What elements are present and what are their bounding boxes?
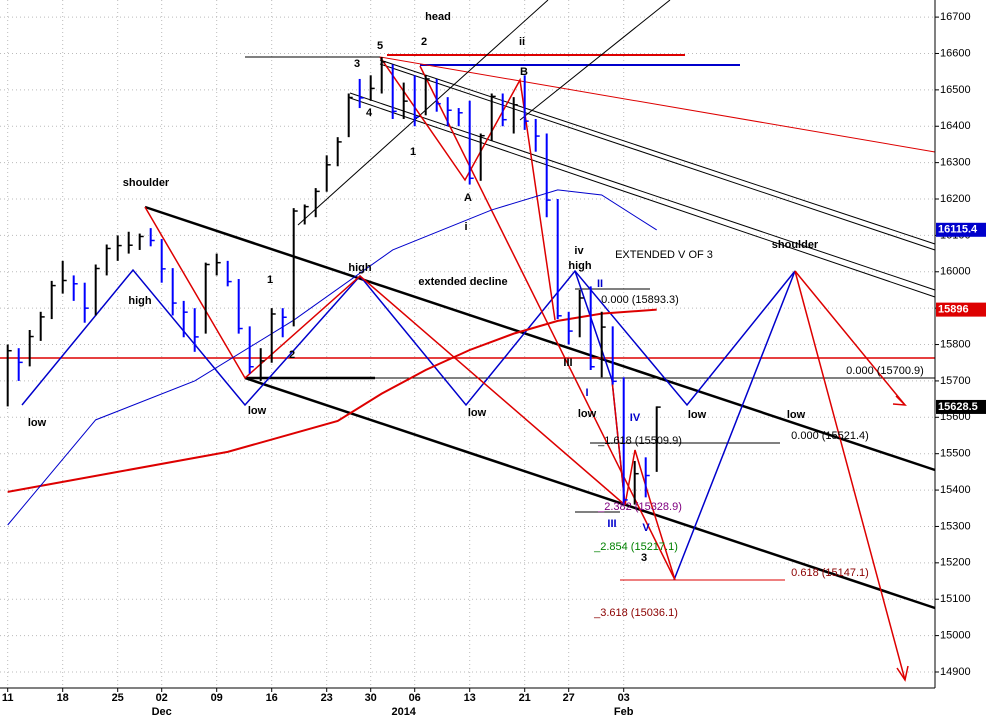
x-tick-label: 06 <box>409 692 421 704</box>
price-bars <box>6 57 661 526</box>
x-tick-label: 21 <box>519 692 531 704</box>
y-tick-label: 16600 <box>940 47 971 59</box>
x-tick-label: 09 <box>211 692 223 704</box>
x-tick-label: 18 <box>57 692 69 704</box>
annotation: III <box>563 357 572 369</box>
price-tag-label: 15628.5 <box>938 401 978 413</box>
annotation: high <box>568 260 591 272</box>
y-tick-label: 16700 <box>940 11 971 23</box>
annotation: i <box>464 221 467 233</box>
annotation: EXTENDED V OF 3 <box>615 249 713 261</box>
annotation: high <box>128 295 151 307</box>
annotation: 0.000 (15893.3) <box>601 294 679 306</box>
annotation: low <box>578 408 597 420</box>
annotation: low <box>248 405 267 417</box>
annotation: II <box>597 278 603 290</box>
x-tick-label: 25 <box>112 692 124 704</box>
y-tick-label: 16000 <box>940 266 971 278</box>
moving-average <box>7 308 657 493</box>
annotation: 0.000 (15700.9) <box>846 365 924 377</box>
annotation: _2.854 (15217.1) <box>593 541 678 553</box>
annotation: B <box>520 66 528 78</box>
annotation: low <box>468 407 487 419</box>
annotation: _1.618 (15509.9) <box>597 435 682 447</box>
annotation: 5 <box>377 40 383 52</box>
annotation: ii <box>519 36 525 48</box>
annotation: _2.382 (15328.9) <box>597 501 682 513</box>
x-tick-label: 23 <box>321 692 333 704</box>
y-tick-label: 15600 <box>940 411 971 423</box>
y-tick-label: 15100 <box>940 593 971 605</box>
y-tick-label: 15500 <box>940 448 971 460</box>
x-tick-label: 13 <box>464 692 476 704</box>
annotation: iv <box>574 245 584 257</box>
y-tick-label: 15700 <box>940 375 971 387</box>
y-tick-label: 16200 <box>940 193 971 205</box>
annotation: low <box>688 409 707 421</box>
annotation: 2 <box>421 36 427 48</box>
annotations: head 5 2 ii 3 B 4 1 Ai shoulder high low 1 2 low high ex… <box>28 11 924 619</box>
y-tick-label: 16400 <box>940 120 971 132</box>
annotation: V <box>642 522 650 534</box>
price-tag-label: 15896 <box>938 304 969 316</box>
y-tick-label: 14900 <box>940 666 971 678</box>
moving-average <box>7 189 657 526</box>
x-tick-label: 27 <box>563 692 575 704</box>
annotation: 1 <box>410 146 416 158</box>
y-tick-label: 15400 <box>940 484 971 496</box>
annotation: 2 <box>289 349 295 361</box>
x-tick-label: 30 <box>365 692 377 704</box>
x-tick-label: 03 <box>618 692 630 704</box>
annotation: III <box>607 518 616 530</box>
annotation: 4 <box>366 107 373 119</box>
annotation: 0.000 (15521.4) <box>791 430 869 442</box>
annotation: shoulder <box>772 239 819 251</box>
price-tag <box>936 399 986 414</box>
annotation: 0.618 (15147.1) <box>791 567 869 579</box>
period-label: 2014 <box>391 706 416 718</box>
annotation: low <box>787 409 806 421</box>
annotation: low <box>28 417 47 429</box>
y-tick-label: 15000 <box>940 630 971 642</box>
annotation: 3 <box>354 58 360 70</box>
price-tag <box>936 222 986 237</box>
annotation: shoulder <box>123 177 170 189</box>
y-tick-label: 16300 <box>940 157 971 169</box>
y-tick-label: 16500 <box>940 84 971 96</box>
period-label: Feb <box>614 706 634 718</box>
annotation: I <box>585 387 588 399</box>
annotation: A <box>464 192 472 204</box>
annotation: 1 <box>267 274 273 286</box>
annotation: _3.618 (15036.1) <box>593 607 678 619</box>
price-tag-label: 16115.4 <box>938 224 978 236</box>
annotation: high <box>348 262 371 274</box>
y-tick-label: 15300 <box>940 520 971 532</box>
x-tick-label: 02 <box>156 692 168 704</box>
y-tick-label: 15200 <box>940 557 971 569</box>
x-tick-label: 11 <box>2 692 14 704</box>
annotation: 3 <box>641 552 647 564</box>
period-label: Dec <box>152 706 172 718</box>
y-tick-label: 15800 <box>940 338 971 350</box>
annotation: head <box>425 11 451 23</box>
x-tick-label: 16 <box>266 692 278 704</box>
price-tag <box>936 302 986 317</box>
annotation: IV <box>630 412 641 424</box>
annotation: extended decline <box>418 276 507 288</box>
